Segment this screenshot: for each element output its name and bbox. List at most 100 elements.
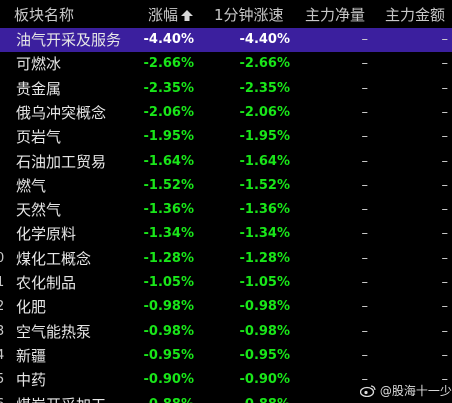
- main-amount: –: [441, 32, 449, 47]
- sector-name: 燃气: [16, 176, 47, 195]
- weibo-icon: [359, 385, 376, 398]
- row-index: 0: [0, 250, 5, 266]
- sector-name: 可燃冰: [16, 55, 62, 74]
- change-pct: -1.05%: [143, 275, 195, 290]
- change-pct: -0.95%: [143, 347, 195, 363]
- table-row[interactable]: 0 煤化工概念 -1.28% -1.28% – –: [0, 247, 452, 271]
- main-amount: –: [441, 80, 449, 96]
- change-pct: -2.06%: [143, 104, 195, 120]
- main-amount: –: [441, 202, 449, 218]
- table-row[interactable]: 燃气 -1.52% -1.52% – –: [0, 174, 452, 198]
- table-row[interactable]: 贵金属 -2.35% -2.35% – –: [0, 77, 452, 101]
- column-header[interactable]: 板块名称: [14, 6, 75, 24]
- table-row[interactable]: 页岩气 -1.95% -1.95% – –: [0, 125, 452, 149]
- sector-name: 俄乌冲突概念: [16, 103, 107, 122]
- change-pct: -0.88%: [120, 393, 195, 403]
- sector-name: 石油加工贸易: [16, 152, 107, 171]
- speed-pct: -1.28%: [239, 250, 291, 266]
- sector-name: 新疆: [16, 346, 47, 365]
- speed-pct: -0.88%: [200, 393, 291, 403]
- main-amount: –: [441, 56, 449, 72]
- change-pct: -0.98%: [143, 299, 195, 315]
- table-row[interactable]: 化学原料 -1.34% -1.34% – –: [0, 222, 452, 246]
- row-index: 4: [0, 347, 5, 363]
- speed-pct: -0.98%: [239, 323, 291, 339]
- net-volume: –: [361, 104, 369, 120]
- sector-name: 煤化工概念: [16, 249, 92, 268]
- speed-pct: -1.95%: [239, 129, 291, 145]
- speed-pct: -1.34%: [239, 226, 291, 242]
- sector-name: 油气开采及服务: [16, 31, 122, 49]
- change-pct: -1.36%: [143, 202, 195, 218]
- sector-name: 煤炭开采加工: [16, 393, 106, 403]
- net-volume: –: [361, 129, 369, 145]
- main-amount: –: [441, 372, 449, 388]
- main-amount: –: [441, 104, 449, 120]
- net-volume: –: [361, 226, 369, 242]
- sector-name: 天然气: [16, 201, 62, 220]
- main-amount: –: [441, 250, 449, 266]
- table-row[interactable]: 天然气 -1.36% -1.36% – –: [0, 198, 452, 222]
- column-header[interactable]: 1分钟涨速: [214, 6, 284, 24]
- sector-name: 贵金属: [16, 79, 62, 98]
- main-amount: –: [380, 393, 449, 403]
- main-amount: –: [441, 177, 449, 193]
- table-row[interactable]: 油气开采及服务 -4.40% -4.40% – –: [0, 28, 452, 52]
- table-row[interactable]: 3 空气能热泵 -0.98% -0.98% – –: [0, 320, 452, 344]
- net-volume: –: [361, 347, 369, 363]
- net-volume: –: [361, 202, 369, 218]
- net-volume: –: [361, 56, 369, 72]
- net-volume: –: [361, 323, 369, 339]
- table-row[interactable]: 1 农化制品 -1.05% -1.05% – –: [0, 271, 452, 295]
- main-amount: –: [441, 153, 449, 169]
- table-row[interactable]: 2 化肥 -0.98% -0.98% – –: [0, 295, 452, 319]
- change-pct: -1.64%: [143, 153, 195, 169]
- speed-pct: -0.95%: [239, 347, 291, 363]
- net-volume: –: [361, 80, 369, 96]
- main-amount: –: [441, 275, 449, 290]
- speed-pct: -1.05%: [239, 275, 291, 290]
- net-volume: –: [361, 153, 369, 169]
- table-row[interactable]: 可燃冰 -2.66% -2.66% – –: [0, 52, 452, 76]
- net-volume: –: [361, 275, 369, 290]
- change-pct: -0.90%: [143, 372, 195, 388]
- row-index: 5: [0, 372, 5, 388]
- change-pct: -1.95%: [143, 129, 195, 145]
- main-amount: –: [441, 347, 449, 363]
- watermark: @股海十一少: [359, 382, 452, 399]
- sector-name: 化肥: [16, 298, 47, 317]
- speed-pct: -2.35%: [239, 80, 291, 96]
- net-volume: –: [361, 250, 369, 266]
- main-amount: –: [441, 299, 449, 315]
- sort-arrow[interactable]: [180, 9, 194, 22]
- speed-pct: -0.90%: [239, 372, 291, 388]
- table-row[interactable]: 石油加工贸易 -1.64% -1.64% – –: [0, 150, 452, 174]
- net-volume: –: [300, 393, 369, 403]
- change-pct: -4.40%: [143, 32, 195, 47]
- table-row[interactable]: 俄乌冲突概念 -2.06% -2.06% – –: [0, 101, 452, 125]
- table-row[interactable]: 6煤炭开采加工-0.88%-0.88%––: [0, 393, 452, 403]
- table-row[interactable]: 4 新疆 -0.95% -0.95% – –: [0, 344, 452, 368]
- sector-name: 农化制品: [16, 274, 77, 292]
- change-pct: -0.98%: [143, 323, 195, 339]
- sector-name: 中药: [16, 371, 47, 390]
- change-pct: -1.34%: [143, 226, 195, 242]
- change-pct: -2.66%: [143, 56, 195, 72]
- main-amount: –: [441, 129, 449, 145]
- speed-pct: -0.98%: [239, 299, 291, 315]
- column-header[interactable]: 主力净量: [305, 6, 366, 24]
- change-pct: -2.35%: [143, 80, 195, 96]
- row-index: 6: [0, 393, 4, 403]
- net-volume: –: [361, 299, 369, 315]
- net-volume: –: [361, 32, 369, 47]
- row-index: 1: [0, 275, 5, 290]
- row-index: 3: [0, 323, 5, 339]
- change-pct: -1.52%: [143, 177, 195, 193]
- column-header[interactable]: 主力金额: [385, 6, 446, 24]
- sector-name: 化学原料: [16, 225, 77, 244]
- main-amount: –: [441, 323, 449, 339]
- column-header[interactable]: 涨幅: [148, 6, 179, 24]
- speed-pct: -1.64%: [239, 153, 291, 169]
- speed-pct: -1.36%: [239, 202, 291, 218]
- table-row[interactable]: 5 中药 -0.90% -0.90% – –: [0, 368, 452, 392]
